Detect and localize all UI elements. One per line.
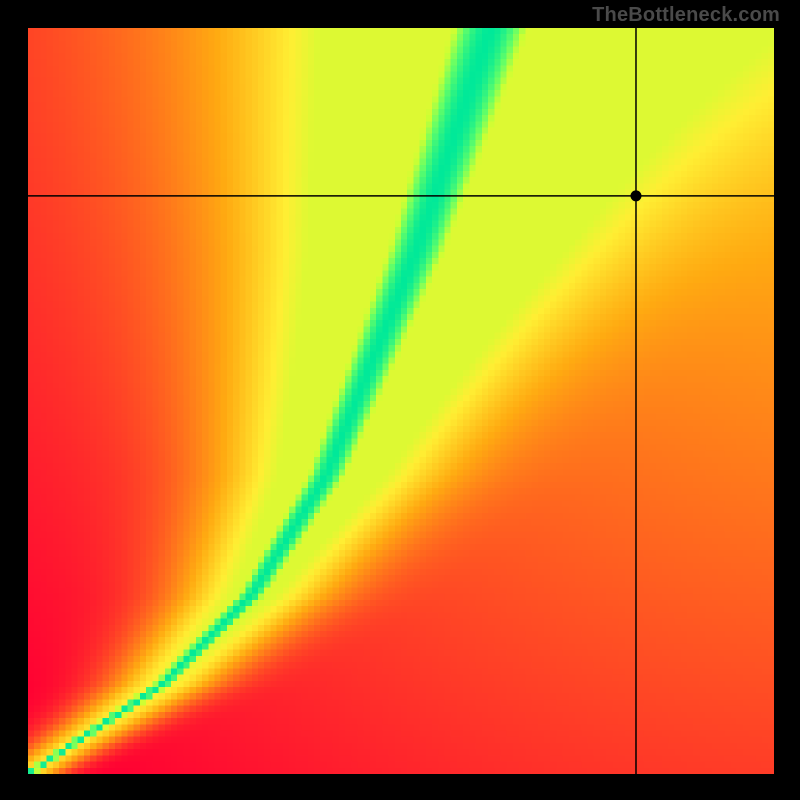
watermark-text: TheBottleneck.com [592,4,780,27]
heatmap-chart [28,28,774,774]
heatmap-canvas [28,28,774,774]
figure-container: TheBottleneck.com [0,0,800,800]
